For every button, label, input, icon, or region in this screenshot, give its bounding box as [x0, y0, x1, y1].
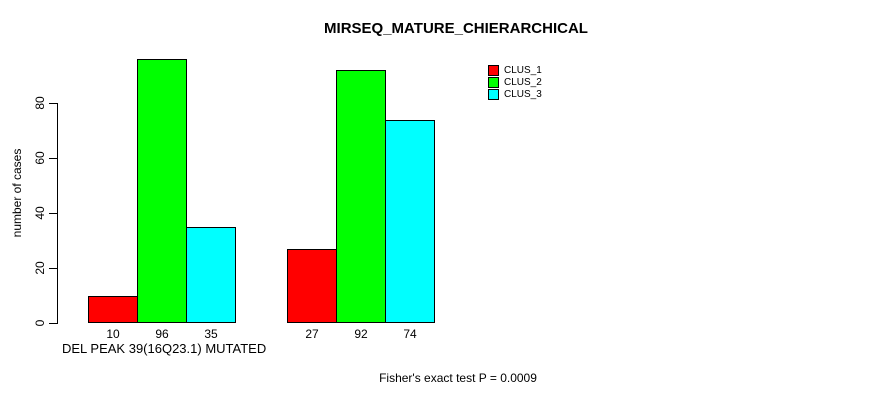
- y-axis-tick-label: 0: [33, 319, 47, 327]
- legend-swatch: [488, 89, 499, 101]
- annotation-text: Fisher's exact test P = 0.0009: [379, 371, 537, 385]
- bar-clus_3-group1: [186, 226, 236, 323]
- y-axis-tick: [49, 322, 58, 324]
- bar-value-label: 10: [106, 326, 120, 341]
- bar-clus_2-group1: [137, 59, 187, 323]
- bar-clus_2-group2: [336, 70, 386, 323]
- legend-row: CLUS_1: [488, 65, 542, 76]
- legend-item-label: CLUS_3: [504, 89, 542, 101]
- bar-value-label: 74: [403, 326, 417, 341]
- legend-swatch: [488, 77, 499, 89]
- legend-item-label: CLUS_1: [504, 65, 542, 76]
- bar-clus_1-group1: [88, 295, 138, 323]
- chart-title: MIRSEQ_MATURE_CHIERARCHICAL: [324, 20, 588, 37]
- y-axis-tick: [49, 157, 58, 159]
- bar-clus_3-group2: [385, 119, 435, 323]
- y-axis-tick-label: 80: [33, 96, 47, 110]
- y-axis-tick: [49, 102, 58, 104]
- bar-value-label: 96: [155, 326, 169, 341]
- legend-item-label: CLUS_2: [504, 77, 542, 89]
- bar-value-label: 27: [305, 326, 319, 341]
- x-axis-label: DEL PEAK 39(16Q23.1) MUTATED: [62, 341, 267, 356]
- y-axis-tick: [49, 212, 58, 214]
- y-axis-tick-label: 40: [33, 206, 47, 220]
- legend-swatch: [488, 65, 499, 76]
- y-axis-line: [57, 103, 58, 324]
- y-axis-tick: [49, 267, 58, 269]
- y-axis-tick-label: 20: [33, 261, 47, 275]
- bar-value-label: 92: [354, 326, 368, 341]
- y-axis-label: number of cases: [10, 148, 24, 238]
- bar-value-label: 35: [204, 326, 218, 341]
- legend-row: CLUS_2: [488, 77, 542, 89]
- bar-clus_1-group2: [287, 248, 337, 323]
- y-axis-tick-label: 60: [33, 151, 47, 165]
- legend-row: CLUS_3: [488, 89, 542, 101]
